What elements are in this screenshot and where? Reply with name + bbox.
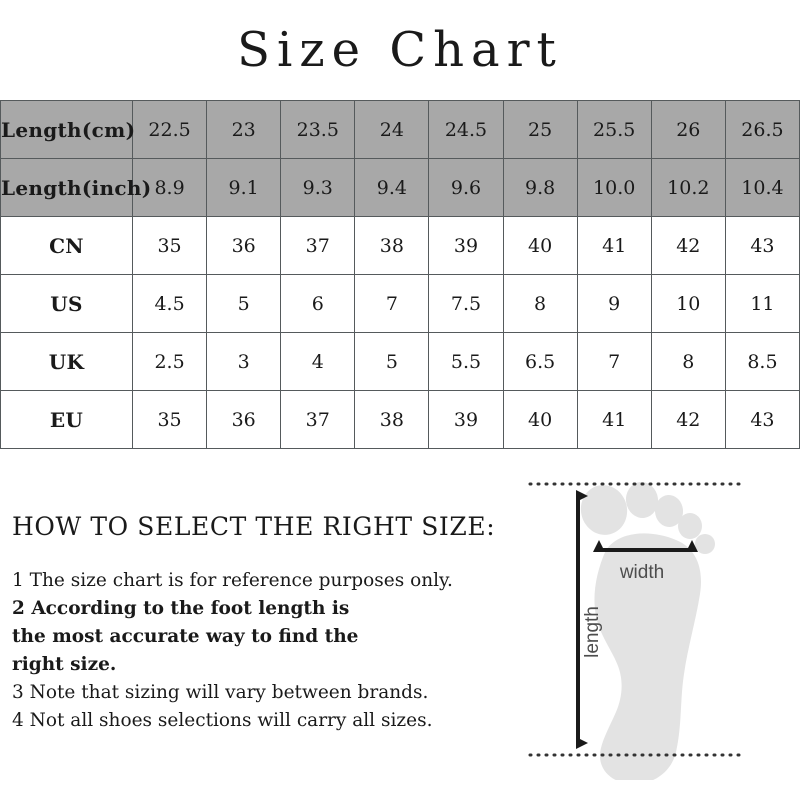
table-cell: 36: [206, 216, 282, 275]
row-label-us: US: [0, 274, 133, 333]
table-cell: 5: [354, 332, 430, 391]
table-cell: 36: [206, 390, 282, 449]
how-to-select-section: HOW TO SELECT THE RIGHT SIZE: 1 The size…: [12, 512, 496, 735]
row-label-length-inch: Length(inch): [0, 158, 151, 217]
size-chart-table: Length(cm) 22.5 23 23.5 24 24.5 25 25.5 …: [0, 100, 800, 449]
table-cell: 4.5: [131, 274, 208, 333]
table-cell: 11: [724, 274, 800, 333]
list-item: 1 The size chart is for reference purpos…: [12, 570, 453, 591]
row-label-uk: UK: [0, 332, 133, 391]
table-cell: 9.3: [280, 158, 356, 217]
toe-3: [654, 495, 684, 527]
table-cell: 10.0: [576, 158, 652, 217]
table-cell: 7: [576, 332, 652, 391]
table-cell: 42: [650, 216, 726, 275]
table-cell: 26: [650, 100, 726, 159]
table-cell: 8: [502, 274, 578, 333]
table-cell: 23: [206, 100, 282, 159]
table-cell: 38: [354, 390, 430, 449]
how-to-select-list: 1 The size chart is for reference purpos…: [12, 567, 482, 735]
list-item: 2 According to the foot length is the mo…: [12, 598, 359, 675]
table-cell: 2.5: [131, 332, 208, 391]
table-cell: 9.4: [354, 158, 430, 217]
table-cell: 37: [280, 390, 356, 449]
table-cell: 35: [131, 390, 208, 449]
table-cell: 39: [428, 390, 504, 449]
table-cell: 38: [354, 216, 430, 275]
toe-4: [678, 513, 702, 539]
table-cell: 43: [724, 390, 800, 449]
page-title: Size Chart: [237, 22, 563, 78]
row-label-length-cm: Length(cm): [0, 100, 135, 159]
table-cell: 6.5: [502, 332, 578, 391]
table-cell: 10.2: [650, 158, 726, 217]
table-row-uk: UK 2.5 3 4 5 5.5 6.5 7 8 8.5: [0, 332, 800, 391]
table-cell: 7.5: [428, 274, 504, 333]
table-cell: 5.5: [428, 332, 504, 391]
table-cell: 5: [206, 274, 282, 333]
table-cell: 35: [131, 216, 208, 275]
toe-2: [625, 482, 659, 518]
table-cell: 40: [502, 390, 578, 449]
table-cell: 7: [354, 274, 430, 333]
table-cell: 6: [280, 274, 356, 333]
table-row-length-inch: Length(inch) 8.9 9.1 9.3 9.4 9.6 9.8 10.…: [0, 158, 800, 217]
table-cell: 37: [280, 216, 356, 275]
foot-measurement-diagram: width length: [500, 460, 800, 780]
table-cell: 26.5: [724, 100, 800, 159]
toe-1: [580, 485, 628, 535]
table-cell: 9.8: [502, 158, 578, 217]
table-cell: 3: [206, 332, 282, 391]
table-row-cn: CN 35 36 37 38 39 40 41 42 43: [0, 216, 800, 275]
table-cell: 8: [650, 332, 726, 391]
table-cell: 24: [354, 100, 430, 159]
row-label-cn: CN: [0, 216, 133, 275]
table-cell: 8.5: [724, 332, 800, 391]
toe-5: [695, 534, 715, 554]
width-label: width: [619, 562, 664, 583]
table-cell: 41: [576, 390, 652, 449]
list-item: 3 Note that sizing will vary between bra…: [12, 682, 429, 703]
table-row-length-cm: Length(cm) 22.5 23 23.5 24 24.5 25 25.5 …: [0, 100, 800, 159]
table-row-eu: EU 35 36 37 38 39 40 41 42 43: [0, 390, 800, 449]
length-label: length: [582, 606, 603, 658]
table-cell: 25.5: [576, 100, 652, 159]
table-cell: 43: [724, 216, 800, 275]
table-cell: 8.9: [131, 158, 208, 217]
table-cell: 24.5: [428, 100, 504, 159]
table-cell: 41: [576, 216, 652, 275]
table-cell: 22.5: [131, 100, 208, 159]
how-to-select-heading: HOW TO SELECT THE RIGHT SIZE:: [12, 512, 496, 541]
table-cell: 9.1: [206, 158, 282, 217]
table-cell: 10.4: [724, 158, 800, 217]
foot-silhouette-icon: [580, 482, 715, 780]
row-label-eu: EU: [0, 390, 133, 449]
table-row-us: US 4.5 5 6 7 7.5 8 9 10 11: [0, 274, 800, 333]
table-cell: 9: [576, 274, 652, 333]
table-cell: 42: [650, 390, 726, 449]
table-cell: 40: [502, 216, 578, 275]
table-cell: 23.5: [280, 100, 356, 159]
table-cell: 25: [502, 100, 578, 159]
list-item: 4 Not all shoes selections will carry al…: [12, 710, 433, 731]
table-cell: 4: [280, 332, 356, 391]
table-cell: 10: [650, 274, 726, 333]
table-cell: 9.6: [428, 158, 504, 217]
table-cell: 39: [428, 216, 504, 275]
